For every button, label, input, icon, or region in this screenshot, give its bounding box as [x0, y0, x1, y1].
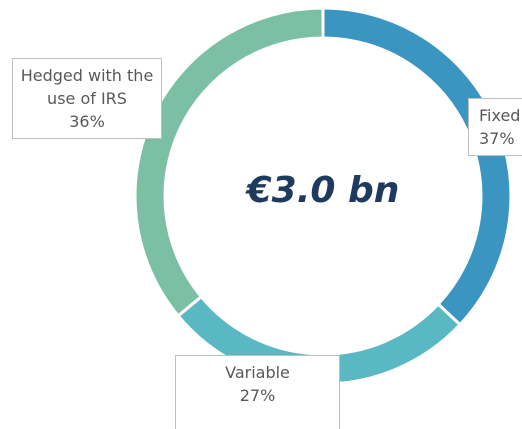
value-label: 27%	[239, 386, 276, 405]
donut-segment	[133, 6, 325, 318]
data-label: Hedged with the use of IRS 36%	[12, 58, 162, 139]
center-text: €3.0 bn	[246, 170, 400, 211]
category-label: Fixed	[479, 106, 521, 125]
data-label: Fixed 37%	[468, 98, 522, 156]
value-label: 36%	[69, 112, 105, 131]
value-label: 37%	[479, 129, 515, 148]
donut-segment	[321, 6, 513, 327]
category-label: Hedged with the use of IRS	[20, 66, 154, 108]
data-label: Variable 27%	[175, 355, 340, 429]
category-label: Variable	[225, 363, 290, 382]
